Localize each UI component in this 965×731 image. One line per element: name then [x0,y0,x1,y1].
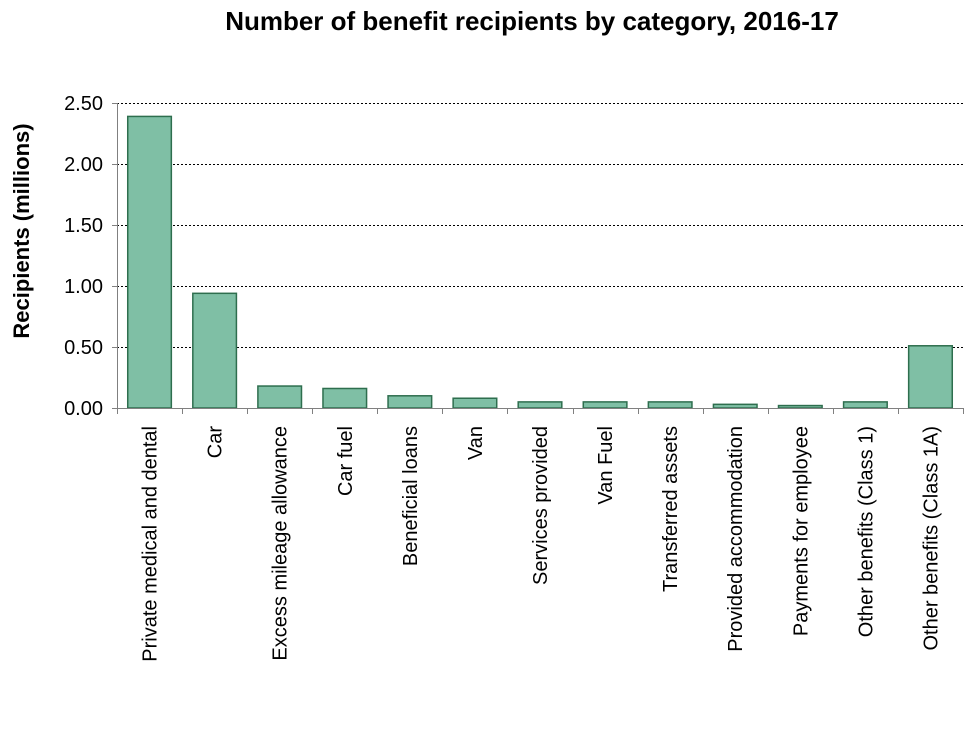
bar [126,115,173,409]
y-axis-label: Recipients (millions) [9,123,34,338]
bar [712,403,758,409]
bar [322,387,368,409]
bar [582,401,628,409]
y-tick-label: 0.00 [64,398,103,420]
y-tick-label: 1.50 [64,215,103,237]
y-tick-label: 1.00 [64,276,103,298]
x-category-label: Payments for employee [790,426,812,636]
bar [647,401,693,409]
bar [517,401,563,409]
y-tick-label: 2.50 [64,93,103,115]
x-category-label: Other benefits (Class 1) [855,426,877,637]
bar [777,404,823,409]
chart-title: Number of benefit recipients by category… [225,6,839,36]
x-category-label: Car [205,426,227,459]
x-category-label: Van [465,426,487,460]
bar [842,401,888,409]
x-category-label: Services provided [530,426,552,585]
x-category-labels: Private medical and dental Car Excess mile… [140,426,943,662]
x-category-label: Beneficial loans [400,426,422,566]
y-tick-labels: 0.00 0.50 1.00 1.50 2.00 2.50 [64,93,103,420]
x-category-label: Private medical and dental [140,426,162,662]
x-category-label: Van Fuel [595,426,617,505]
axes [112,103,964,414]
y-tick-label: 0.50 [64,337,103,359]
bar [387,395,433,409]
x-category-label: Excess mileage allowance [270,426,292,661]
x-category-label: Car fuel [335,426,357,496]
x-category-label: Other benefits (Class 1A) [920,426,942,651]
bar [257,385,303,409]
gridlines [117,103,963,348]
bar [452,397,498,409]
bar [192,292,238,409]
bar [907,345,954,409]
x-category-label: Transferred assets [660,426,682,592]
x-category-label: Provided accommodation [725,426,747,652]
bars [126,115,954,409]
y-tick-label: 2.00 [64,154,103,176]
